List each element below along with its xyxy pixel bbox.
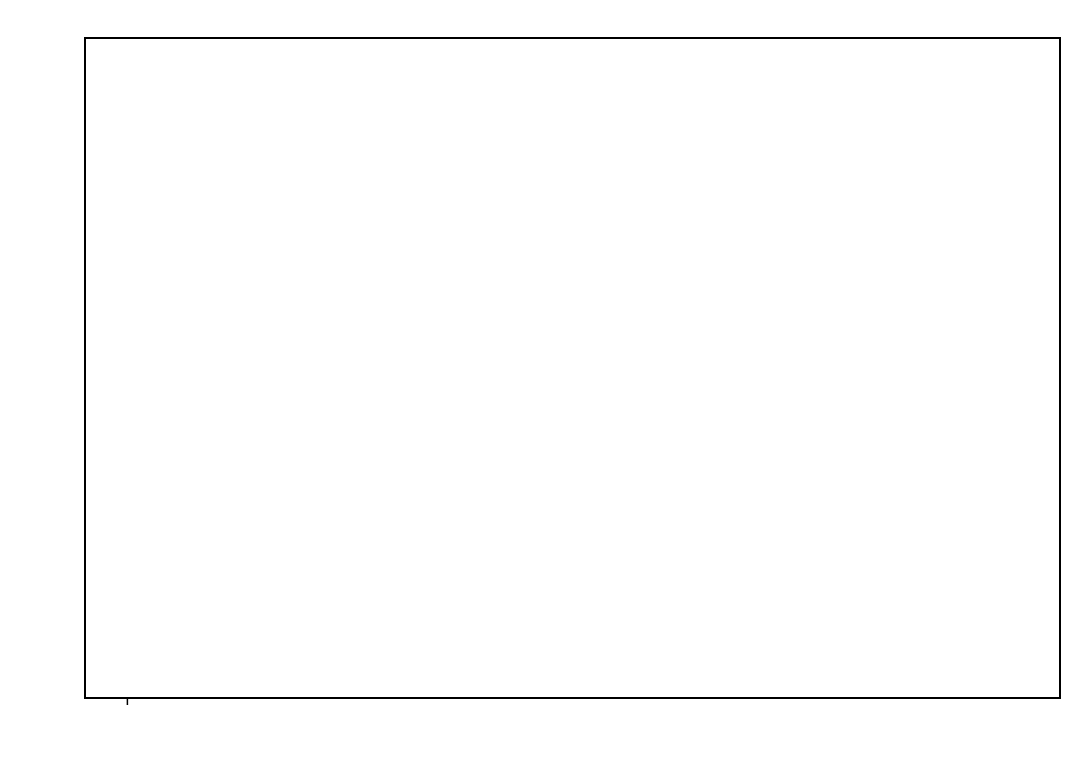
chart-bg [0, 0, 1080, 776]
roc-chart-svg [0, 0, 1080, 776]
chart-container [0, 0, 1080, 776]
